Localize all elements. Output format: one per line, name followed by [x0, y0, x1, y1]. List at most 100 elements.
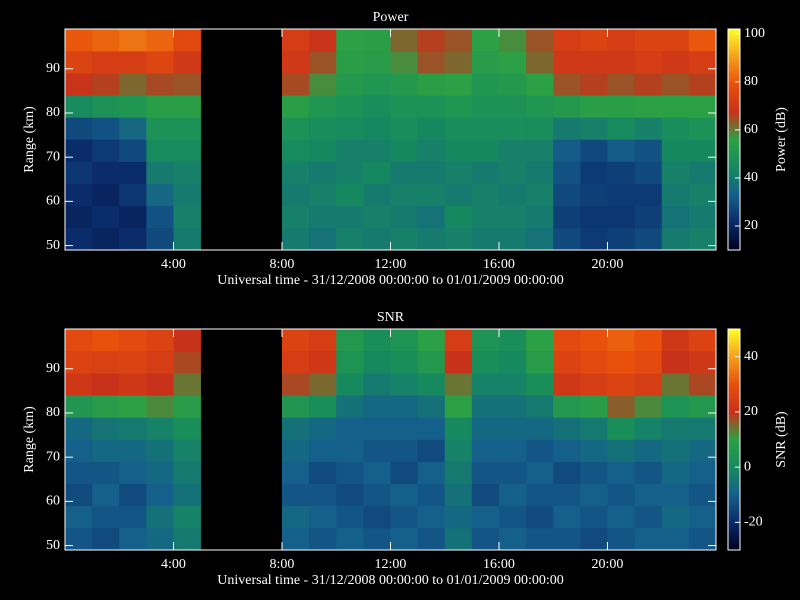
heat-cell [417, 29, 446, 52]
heat-cell [173, 139, 201, 162]
heat-cell [444, 527, 473, 551]
heat-cell [661, 117, 690, 140]
heat-cell [444, 29, 473, 52]
heat-cell [65, 227, 93, 251]
heat-cell [661, 439, 690, 462]
heat-cell [444, 205, 473, 229]
heat-cell [119, 351, 147, 374]
colorbar-tick-label: 100 [744, 26, 765, 41]
heat-cell [471, 95, 500, 118]
heat-cell [417, 51, 446, 74]
heat-cell [173, 417, 201, 440]
heat-cell [146, 461, 174, 484]
heat-cell [417, 395, 446, 418]
heat-cell [607, 417, 635, 440]
heat-cell [526, 227, 554, 251]
x-tick-label: 4:00 [161, 557, 186, 572]
heat-cell [526, 139, 554, 162]
heat-cell [173, 183, 201, 207]
heat-cell [92, 417, 120, 440]
heat-cell [526, 51, 554, 74]
heat-cell [173, 395, 201, 418]
heat-cell [688, 417, 717, 440]
heat-cell [471, 505, 500, 529]
colorbar [727, 28, 741, 251]
heat-cell [363, 117, 391, 140]
heat-cell [526, 73, 554, 96]
heat-cell [607, 73, 635, 96]
heat-cell [146, 205, 174, 229]
heat-cell [526, 417, 554, 440]
heat-cell [282, 73, 310, 96]
chart-title: Power [373, 10, 409, 25]
heat-cell [92, 205, 120, 229]
heat-cell [688, 395, 717, 418]
heat-cell [471, 73, 500, 96]
heat-cell [92, 29, 120, 52]
x-tick-label: 20:00 [592, 557, 624, 572]
heat-cell [119, 51, 147, 74]
heat-cell [390, 373, 418, 396]
heat-cell [363, 505, 391, 529]
heat-cell [471, 183, 500, 207]
chart-title: SNR [377, 310, 405, 325]
heat-cell [173, 95, 201, 118]
heat-cell [607, 351, 635, 374]
heat-cell [363, 527, 391, 551]
heat-cell [65, 395, 93, 418]
heat-cell [92, 95, 120, 118]
heat-cell [65, 139, 93, 162]
heat-cell [282, 505, 310, 529]
heat-cell [390, 505, 418, 529]
heat-cell [688, 51, 717, 74]
heat-cell [92, 527, 120, 551]
heat-cell [661, 395, 690, 418]
heat-cell [417, 227, 446, 251]
heat-cell [309, 227, 337, 251]
heat-cell [580, 139, 608, 162]
heat-cell [390, 227, 418, 251]
heat-cell [173, 461, 201, 484]
heat-cell [119, 95, 147, 118]
heat-cell [553, 139, 581, 162]
heat-cell [607, 395, 635, 418]
heat-cell [661, 505, 690, 529]
heat-cell [173, 29, 201, 52]
heat-cell [607, 505, 635, 529]
heat-cell [390, 351, 418, 374]
heat-cell [580, 117, 608, 140]
heat-cell [336, 395, 364, 418]
heat-cell [92, 505, 120, 529]
heat-cell [607, 95, 635, 118]
heat-cell [92, 139, 120, 162]
heat-cell [282, 483, 310, 507]
heat-cell [363, 329, 391, 352]
heat-cell [688, 183, 717, 207]
heat-cell [390, 329, 418, 352]
y-tick-label: 80 [46, 405, 60, 420]
heat-cell [119, 73, 147, 96]
heat-cell [282, 373, 310, 396]
heat-cell [119, 161, 147, 184]
x-tick-label: 20:00 [592, 257, 624, 272]
heat-cell [119, 417, 147, 440]
heat-cell [580, 439, 608, 462]
heat-cell [553, 205, 581, 229]
heat-cell [444, 483, 473, 507]
heat-cell [146, 395, 174, 418]
heat-cell [390, 183, 418, 207]
heat-cell [146, 227, 174, 251]
y-tick-label: 90 [46, 61, 60, 76]
heat-cell [65, 373, 93, 396]
heat-cell [65, 29, 93, 52]
heat-cell [607, 161, 635, 184]
heat-cell [444, 417, 473, 440]
heat-cell [173, 351, 201, 374]
heat-cell [553, 373, 581, 396]
heat-cell [309, 183, 337, 207]
heat-cell [471, 29, 500, 52]
heat-cell [363, 351, 391, 374]
heat-cell [580, 461, 608, 484]
heat-cell [634, 183, 663, 207]
heat-cell [309, 139, 337, 162]
